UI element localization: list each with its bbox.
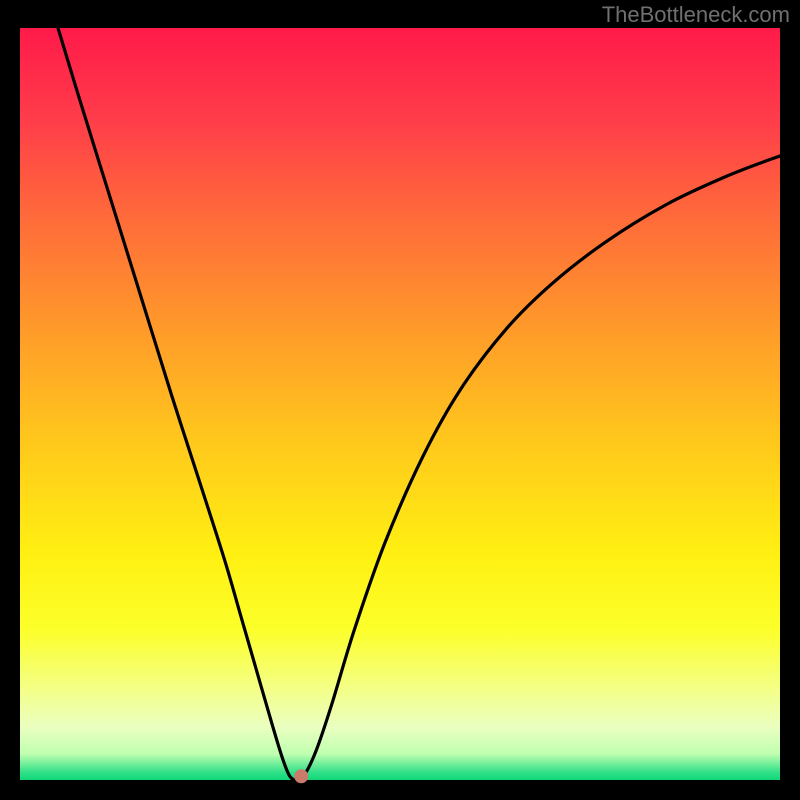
chart-container: TheBottleneck.com: [0, 0, 800, 800]
watermark-text: TheBottleneck.com: [602, 2, 790, 28]
plot-background: [20, 28, 780, 780]
minimum-marker: [294, 769, 308, 783]
bottleneck-line-chart: [0, 0, 800, 800]
